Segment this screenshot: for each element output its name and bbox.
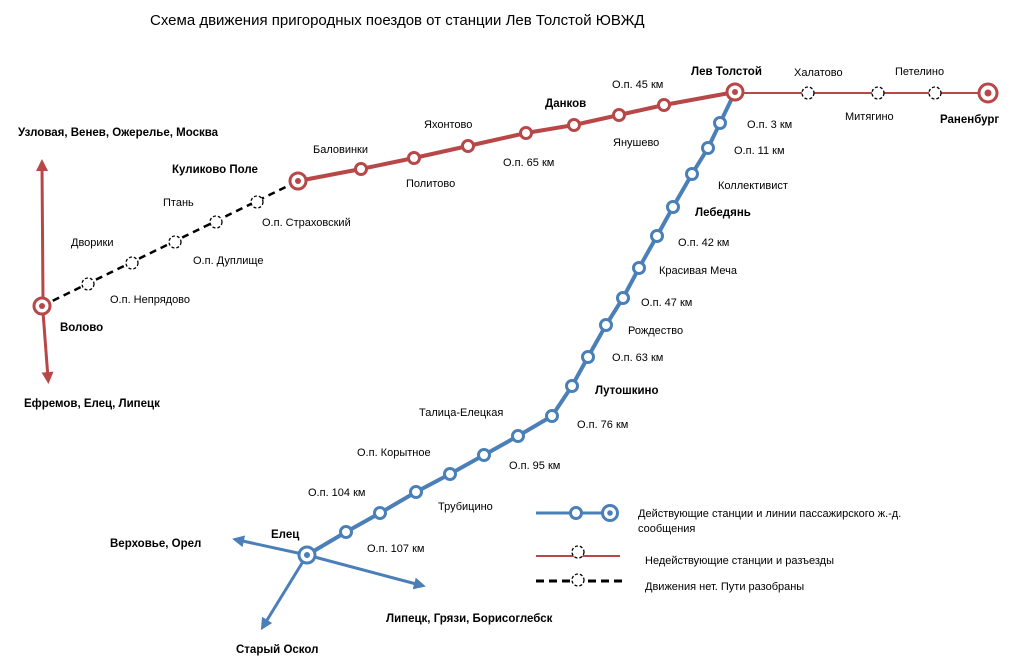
station-marker-op95 — [477, 448, 491, 462]
arrow-north — [36, 159, 49, 301]
station-marker-op45 — [657, 98, 671, 112]
label-op104: О.п. 104 км — [308, 487, 365, 499]
legend: Действующие станции и линии пассажирског… — [536, 504, 904, 593]
station-marker-lutoshkino — [565, 379, 579, 393]
station-marker-balovinki — [354, 162, 368, 176]
station-marker-op-duplishche — [168, 235, 182, 249]
arrow-south — [41, 311, 54, 384]
label-op95: О.п. 95 км — [509, 460, 560, 472]
label-op-nepryadovo: О.п. Непрядово — [110, 294, 190, 306]
station-marker-talitsa — [545, 409, 559, 423]
legend-inactive-symbol — [536, 545, 620, 559]
terminal-volovo — [32, 296, 52, 316]
legend-active-label: Действующие станции и линии пассажирског… — [638, 508, 904, 535]
label-lutoshkino: Лутошкино — [595, 385, 659, 397]
map-title: Схема движения пригородных поездов от ст… — [150, 12, 645, 29]
label-yakhontovo: Яхонтово — [424, 119, 472, 131]
arrow-west — [232, 535, 308, 557]
station-marker-yanushevo — [612, 108, 626, 122]
label-balovinki: Баловинки — [313, 144, 368, 156]
label-volovo: Волово — [60, 322, 103, 334]
station-marker-lebedyan — [666, 200, 680, 214]
arrow-southwest — [260, 554, 309, 631]
direction-southwest: Старый Оскол — [236, 644, 318, 656]
label-kulikovo-pole: Куликово Поле — [172, 164, 258, 176]
label-elets: Елец — [271, 529, 299, 541]
station-marker-dankov — [567, 118, 581, 132]
terminal-kulikovo — [288, 171, 308, 191]
label-op-korytnoe: О.п. Корытное — [357, 447, 431, 459]
station-marker-op-nepryadovo — [81, 277, 95, 291]
terminal-ranenburg — [977, 82, 999, 104]
label-ranenburg: Раненбург — [940, 114, 999, 126]
station-marker-op76 — [511, 429, 525, 443]
terminal-elets — [297, 545, 317, 565]
label-op76: О.п. 76 км — [577, 419, 628, 431]
station-marker-ptan — [209, 215, 223, 229]
direction-south: Ефремов, Елец, Липецк — [24, 398, 160, 410]
label-lev-tolstoy: Лев Толстой — [691, 66, 762, 78]
direction-north: Узловая, Венев, Ожерелье, Москва — [18, 127, 219, 139]
label-politovo: Политово — [406, 178, 455, 190]
direction-southeast: Липецк, Грязи, Борисоглебск — [386, 613, 553, 625]
label-trubitsino: Трубицино — [438, 501, 493, 513]
station-marker-trubitsino — [409, 485, 423, 499]
station-marker-halatovo — [801, 86, 815, 100]
station-marker-op3 — [713, 116, 727, 130]
station-marker-op47 — [616, 291, 630, 305]
direction-west: Верховье, Орел — [110, 538, 201, 550]
label-yanushevo: Янушево — [613, 137, 659, 149]
label-dvoriki: Дворики — [71, 237, 114, 249]
label-rozhdestvo: Рождество — [628, 325, 683, 337]
station-marker-op63 — [581, 350, 595, 364]
legend-dismantled-label: Движения нет. Пути разобраны — [645, 581, 804, 593]
label-halatovo: Халатово — [794, 67, 843, 79]
label-op-duplishche: О.п. Дуплище — [193, 255, 263, 267]
label-op42: О.п. 42 км — [678, 237, 729, 249]
station-marker-op42 — [650, 229, 664, 243]
label-dankov: Данков — [545, 98, 586, 110]
legend-dismantled-symbol — [536, 573, 626, 587]
label-lebedyan: Лебедянь — [695, 207, 751, 219]
dismantled-stations — [81, 195, 264, 291]
station-marker-korytnoe — [443, 467, 457, 481]
station-marker-krasivaya-mecha — [632, 261, 646, 275]
label-op107: О.п. 107 км — [367, 543, 424, 555]
station-marker-op65 — [519, 126, 533, 140]
label-talitsa: Талица-Елецкая — [419, 407, 503, 419]
label-op11: О.п. 11 км — [734, 145, 785, 157]
label-op63: О.п. 63 км — [612, 352, 663, 364]
station-marker-op-strakhovsky — [250, 195, 264, 209]
blue-stations — [339, 116, 727, 539]
arrow-southeast — [306, 553, 426, 590]
label-op3: О.п. 3 км — [747, 119, 792, 131]
station-marker-rozhdestvo — [599, 318, 613, 332]
inactive-stations — [801, 86, 942, 100]
station-marker-mityagino — [871, 86, 885, 100]
label-petelino: Петелино — [895, 66, 944, 78]
label-op-strakhovsky: О.п. Страховский — [262, 217, 351, 229]
label-ptan: Птань — [163, 197, 194, 209]
legend-inactive-label: Недействующие станции и разъезды — [645, 555, 834, 567]
label-krasivaya-mecha: Красивая Меча — [659, 265, 738, 277]
station-marker-op104 — [373, 506, 387, 520]
label-op45: О.п. 45 км — [612, 79, 663, 91]
station-marker-yakhontovo — [461, 139, 475, 153]
label-op65: О.п. 65 км — [503, 157, 554, 169]
label-op47: О.п. 47 км — [641, 297, 692, 309]
station-marker-op11 — [701, 141, 715, 155]
station-marker-kollektivist — [685, 167, 699, 181]
label-kollektivist: Коллективист — [718, 180, 788, 192]
station-marker-petelino — [928, 86, 942, 100]
label-mityagino: Митягино — [845, 111, 894, 123]
legend-active-symbol — [536, 504, 619, 522]
terminal-levtolstoy — [725, 82, 745, 102]
station-marker-op107 — [339, 525, 353, 539]
red-stations — [354, 98, 671, 176]
station-marker-dvoriki — [125, 256, 139, 270]
station-marker-politovo — [407, 151, 421, 165]
